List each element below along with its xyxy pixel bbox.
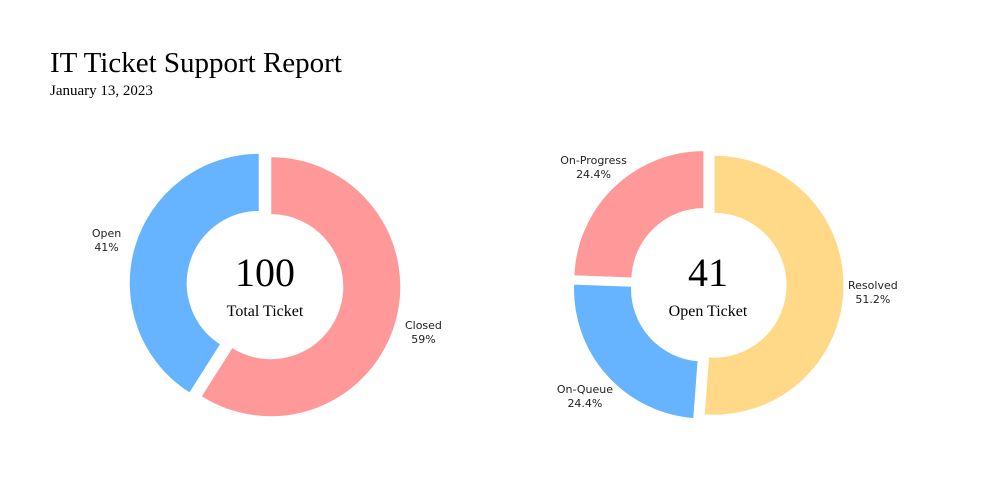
slice-label-closed: Closed 59% [405, 319, 442, 346]
slice-on-progress [573, 150, 705, 279]
slice-resolved [703, 154, 845, 416]
slice-label-open: Open 41% [92, 227, 121, 254]
slice-label-resolved: Resolved 51.2% [848, 279, 898, 306]
slice-open [128, 152, 260, 394]
center-caption-open: Open Ticket [669, 303, 748, 320]
slice-label-on-progress: On-Progress 24.4% [560, 154, 627, 181]
center-value-total: 100 [235, 250, 295, 295]
donut-chart-total: Closed 59% Open 41% 100 Total Ticket [92, 152, 442, 418]
slice-on-queue [573, 283, 699, 420]
slice-closed [200, 156, 402, 418]
center-caption-total: Total Ticket [227, 303, 304, 320]
donut-chart-open: Resolved 51.2% On-Queue 24.4% On-Progress 24.… [557, 150, 898, 420]
slice-label-on-queue: On-Queue 24.4% [557, 383, 613, 410]
center-value-open: 41 [688, 250, 728, 295]
report-title: IT Ticket Support Report [50, 47, 342, 79]
report-date: January 13, 2023 [50, 83, 153, 99]
